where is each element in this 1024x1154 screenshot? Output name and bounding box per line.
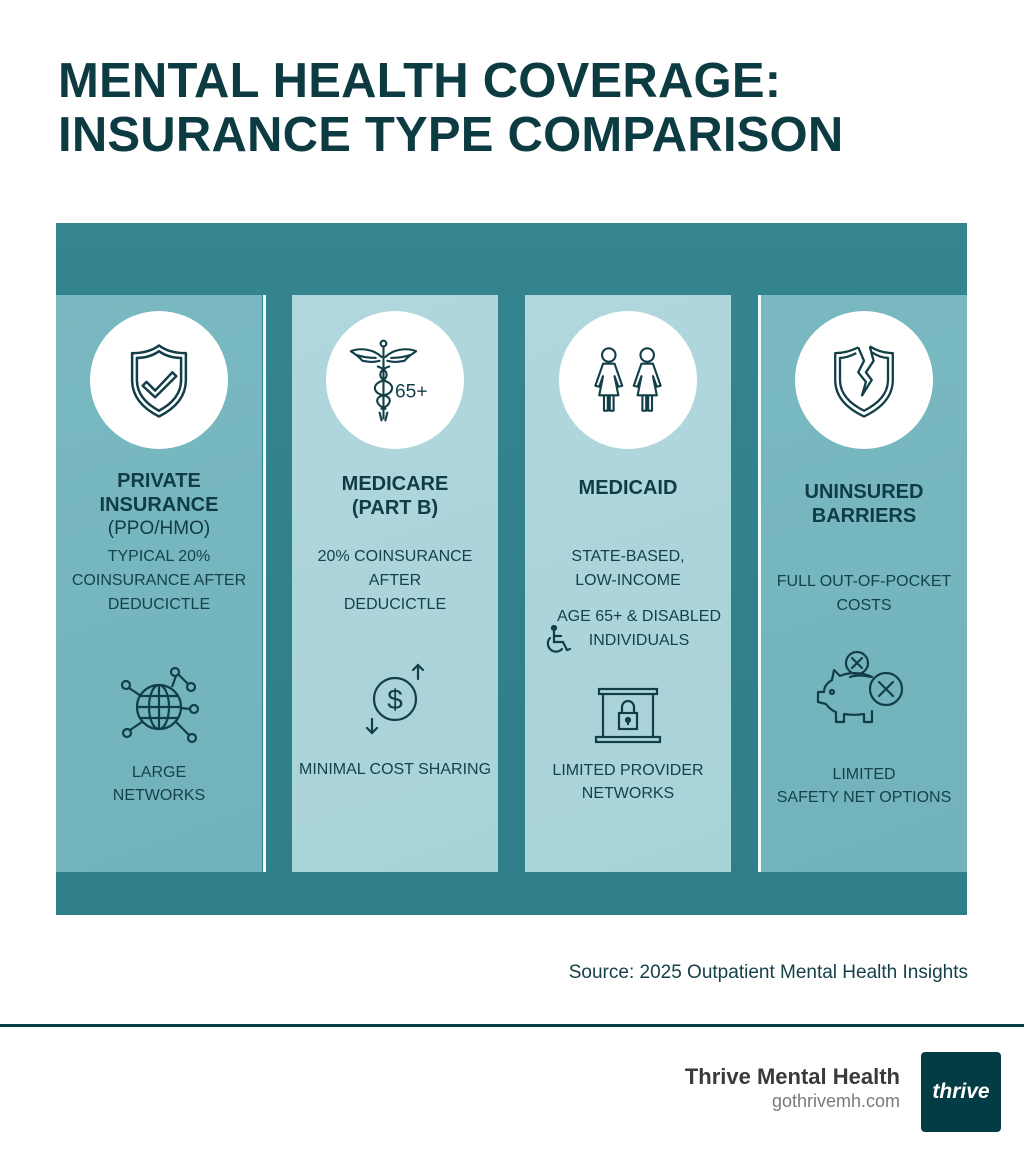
description-line: 20% COINSURANCE — [317, 548, 473, 565]
source-citation: Source: 2025 Outpatient Mental Health In… — [568, 962, 968, 983]
brand-logo[interactable]: thrive — [921, 1052, 1001, 1132]
brand-block: Thrive Mental Health gothrivemh.com — [685, 1064, 900, 1112]
heading-line: UNINSURED — [804, 481, 924, 503]
feature-line: NETWORKS — [581, 785, 675, 802]
footer-divider — [0, 1024, 1024, 1027]
description-line: COSTS — [836, 597, 892, 614]
title-line-2: INSURANCE TYPE COMPARISON — [58, 108, 844, 162]
shield-check-icon — [130, 344, 188, 418]
eligibility-note: AGE 65+ & DISABLED INDIVIDUALS — [525, 605, 731, 653]
description-line: DEDUCICTLE — [343, 596, 447, 613]
heading-line: (PART B) — [351, 497, 439, 519]
heading-line: PRIVATE — [117, 470, 201, 492]
wheelchair-icon — [546, 625, 572, 653]
column-divider — [758, 295, 761, 872]
caduceus-icon: 65+ — [349, 339, 428, 422]
description-line: DEDUCICTLE — [107, 596, 211, 613]
eligibility-line: AGE 65+ & DISABLED — [556, 608, 722, 625]
column-heading: MEDICARE (PART B) — [292, 472, 498, 520]
globe-network-icon — [120, 666, 200, 744]
age-badge: 65+ — [395, 381, 428, 402]
column-heading: PRIVATE INSURANCE (PPO/HMO) — [56, 469, 262, 541]
column-description: STATE-BASED, LOW-INCOME — [525, 545, 731, 593]
column-heading: MEDICAID — [525, 476, 731, 500]
eligibility-line: INDIVIDUALS — [588, 632, 690, 649]
icon-circle — [795, 311, 933, 449]
heading-line: MEDICAID — [578, 477, 678, 499]
icon-circle: 65+ — [326, 311, 464, 449]
feature-line: SAFETY NET OPTIONS — [776, 789, 952, 806]
feature-label: LIMITED PROVIDER NETWORKS — [525, 759, 731, 805]
description-line: LOW-INCOME — [575, 572, 681, 589]
title-line-1: MENTAL HEALTH COVERAGE: — [58, 54, 782, 108]
description-line: STATE-BASED, — [571, 548, 685, 565]
logo-text: thrive — [932, 1080, 990, 1103]
heading-line: MEDICARE — [341, 473, 449, 495]
piggy-bank-x-icon — [816, 650, 904, 724]
svg-text:$: $ — [387, 684, 403, 715]
broken-shield-icon — [834, 345, 894, 418]
column-description: TYPICAL 20% COINSURANCE AFTER DEDUCICTLE — [56, 545, 262, 617]
icon-circle — [90, 311, 228, 449]
comparison-board: PRIVATE INSURANCE (PPO/HMO) TYPICAL 20% … — [56, 223, 967, 915]
brand-url[interactable]: gothrivemh.com — [771, 1091, 900, 1111]
column-description: FULL OUT-OF-POCKET COSTS — [761, 570, 967, 618]
feature-line: LARGE — [131, 764, 187, 781]
description-line: TYPICAL 20% — [107, 548, 211, 565]
feature-line: LIMITED PROVIDER — [552, 762, 704, 779]
icon-circle — [559, 311, 697, 449]
dollar-exchange-icon: $ — [365, 663, 425, 735]
two-people-icon — [594, 347, 662, 412]
feature-line: LIMITED — [832, 766, 896, 783]
brand-name: Thrive Mental Health — [684, 1064, 900, 1089]
feature-label: LARGE NETWORKS — [56, 761, 262, 807]
column-heading: UNINSURED BARRIERS — [761, 480, 967, 528]
description-line: FULL OUT-OF-POCKET — [776, 573, 952, 590]
column-divider — [263, 295, 266, 872]
feature-line: NETWORKS — [112, 787, 206, 804]
description-line: AFTER — [368, 572, 422, 589]
column-description: 20% COINSURANCE AFTER DEDUCICTLE — [292, 545, 498, 617]
column-medicaid: MEDICAID STATE-BASED, LOW-INCOME AGE 65+… — [525, 295, 731, 872]
heading-line: INSURANCE — [99, 494, 219, 516]
page-title: MENTAL HEALTH COVERAGE: INSURANCE TYPE C… — [58, 54, 843, 162]
column-uninsured: UNINSURED BARRIERS FULL OUT-OF-POCKET CO… — [761, 295, 967, 872]
column-private-insurance: PRIVATE INSURANCE (PPO/HMO) TYPICAL 20% … — [56, 295, 262, 872]
locked-gate-icon — [594, 687, 662, 744]
feature-label: MINIMAL COST SHARING — [292, 758, 498, 781]
feature-label: LIMITED SAFETY NET OPTIONS — [761, 763, 967, 809]
heading-line: BARRIERS — [811, 505, 917, 527]
feature-line: MINIMAL COST SHARING — [298, 761, 492, 778]
heading-subtitle: (PPO/HMO) — [107, 518, 211, 539]
description-line: COINSURANCE AFTER — [71, 572, 247, 589]
column-medicare: 65+ MEDICARE (PART B) 20% COINSURANCE AF… — [292, 295, 498, 872]
